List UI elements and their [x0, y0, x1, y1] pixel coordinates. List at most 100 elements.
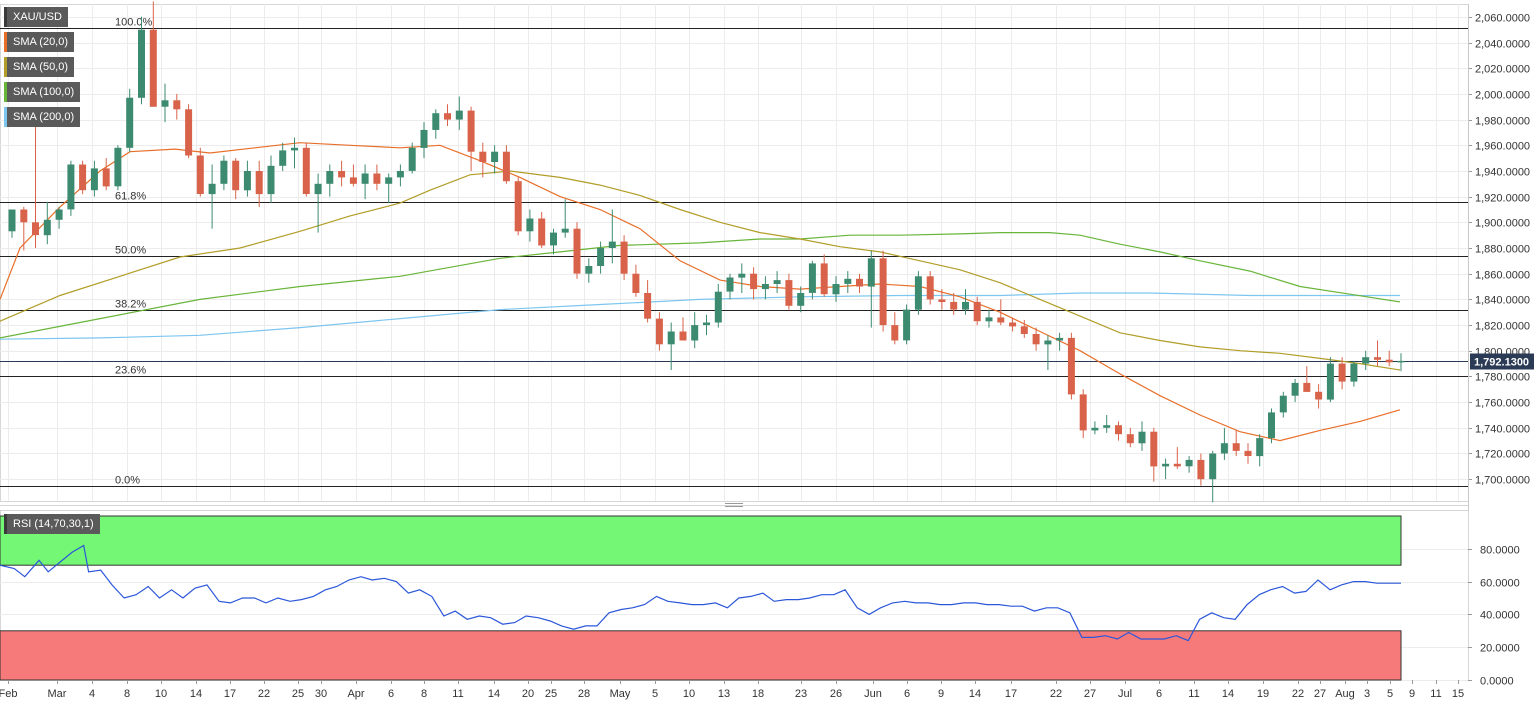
- candle[interactable]: [196, 147, 204, 197]
- candle[interactable]: [1256, 434, 1264, 467]
- candle[interactable]: [502, 145, 510, 184]
- candle[interactable]: [243, 160, 251, 197]
- candle[interactable]: [573, 222, 581, 279]
- candle[interactable]: [255, 160, 263, 207]
- candle[interactable]: [550, 228, 557, 255]
- candle[interactable]: [750, 267, 758, 300]
- candle[interactable]: [279, 142, 287, 171]
- candle[interactable]: [1350, 361, 1358, 387]
- candle[interactable]: [302, 142, 310, 197]
- candle[interactable]: [1279, 391, 1287, 418]
- candle[interactable]: [820, 254, 828, 297]
- candle[interactable]: [361, 164, 369, 200]
- candle[interactable]: [208, 164, 216, 229]
- candle[interactable]: [867, 250, 875, 328]
- candle[interactable]: [338, 160, 346, 187]
- candle[interactable]: [491, 145, 499, 174]
- candle[interactable]: [797, 286, 805, 313]
- candle[interactable]: [632, 264, 640, 297]
- candle[interactable]: [1126, 427, 1134, 448]
- candle[interactable]: [1209, 450, 1217, 503]
- candle[interactable]: [1220, 427, 1228, 460]
- candle[interactable]: [1173, 447, 1181, 469]
- candle[interactable]: [703, 314, 710, 336]
- candle[interactable]: [526, 209, 534, 242]
- candle[interactable]: [997, 299, 1005, 326]
- candle[interactable]: [314, 173, 322, 233]
- candle[interactable]: [408, 142, 416, 174]
- candle[interactable]: [1338, 357, 1346, 390]
- candle[interactable]: [926, 271, 934, 305]
- candle[interactable]: [938, 289, 946, 310]
- candle[interactable]: [173, 93, 181, 120]
- candle[interactable]: [326, 164, 334, 197]
- candle[interactable]: [90, 160, 98, 197]
- candle[interactable]: [1079, 389, 1087, 439]
- candle[interactable]: [808, 260, 816, 300]
- candle[interactable]: [620, 235, 628, 281]
- candle[interactable]: [1150, 427, 1158, 482]
- candle[interactable]: [1197, 453, 1205, 486]
- candle[interactable]: [773, 271, 781, 293]
- candle[interactable]: [1291, 379, 1299, 403]
- candle[interactable]: [1397, 353, 1405, 372]
- candle[interactable]: [856, 273, 863, 293]
- candle[interactable]: [914, 271, 922, 315]
- candle[interactable]: [126, 88, 134, 152]
- candle[interactable]: [291, 137, 298, 169]
- candle[interactable]: [67, 160, 75, 216]
- candles[interactable]: [8, 1, 1405, 503]
- candle[interactable]: [1091, 421, 1099, 435]
- legend-sma100[interactable]: SMA (100,0): [4, 82, 81, 102]
- candle[interactable]: [102, 158, 110, 191]
- candle[interactable]: [1232, 430, 1240, 457]
- candle[interactable]: [32, 126, 39, 248]
- candle[interactable]: [608, 209, 616, 264]
- candle[interactable]: [1056, 332, 1064, 351]
- candle[interactable]: [79, 160, 87, 195]
- candle[interactable]: [1103, 415, 1111, 433]
- candle[interactable]: [1009, 317, 1017, 332]
- candle[interactable]: [761, 276, 769, 300]
- candle[interactable]: [220, 155, 228, 191]
- candle[interactable]: [1244, 443, 1252, 464]
- candle[interactable]: [55, 206, 63, 229]
- candle[interactable]: [267, 155, 275, 204]
- candle[interactable]: [891, 312, 899, 345]
- candle[interactable]: [349, 164, 357, 187]
- candle[interactable]: [950, 293, 958, 315]
- candle[interactable]: [455, 96, 463, 130]
- candle[interactable]: [985, 309, 993, 328]
- candle[interactable]: [726, 273, 734, 300]
- candle[interactable]: [785, 273, 793, 310]
- candle[interactable]: [1138, 421, 1146, 451]
- candle[interactable]: [385, 173, 393, 204]
- legend-rsi[interactable]: RSI (14,70,30,1): [4, 514, 100, 534]
- candle[interactable]: [1268, 408, 1275, 444]
- candle[interactable]: [138, 16, 145, 105]
- candle[interactable]: [879, 250, 887, 332]
- candle[interactable]: [1162, 458, 1170, 480]
- candle[interactable]: [561, 199, 569, 238]
- legend-symbol[interactable]: XAU/USD: [4, 7, 80, 27]
- candle[interactable]: [597, 241, 605, 274]
- candle[interactable]: [514, 177, 522, 236]
- candle[interactable]: [1067, 332, 1075, 400]
- candle[interactable]: [1020, 319, 1028, 338]
- candle[interactable]: [903, 304, 911, 345]
- candle[interactable]: [667, 322, 675, 371]
- candle[interactable]: [1326, 357, 1334, 403]
- candle[interactable]: [432, 109, 440, 139]
- candle[interactable]: [1374, 340, 1381, 367]
- candle[interactable]: [232, 158, 240, 200]
- candle[interactable]: [149, 1, 157, 107]
- candle[interactable]: [1303, 366, 1311, 392]
- candle[interactable]: [444, 104, 451, 126]
- candle[interactable]: [538, 212, 546, 248]
- legend-sma200[interactable]: SMA (200,0): [4, 107, 81, 127]
- candle[interactable]: [844, 271, 852, 293]
- candle[interactable]: [691, 312, 699, 349]
- candle[interactable]: [114, 145, 122, 191]
- candle[interactable]: [185, 104, 193, 159]
- candle[interactable]: [43, 201, 51, 245]
